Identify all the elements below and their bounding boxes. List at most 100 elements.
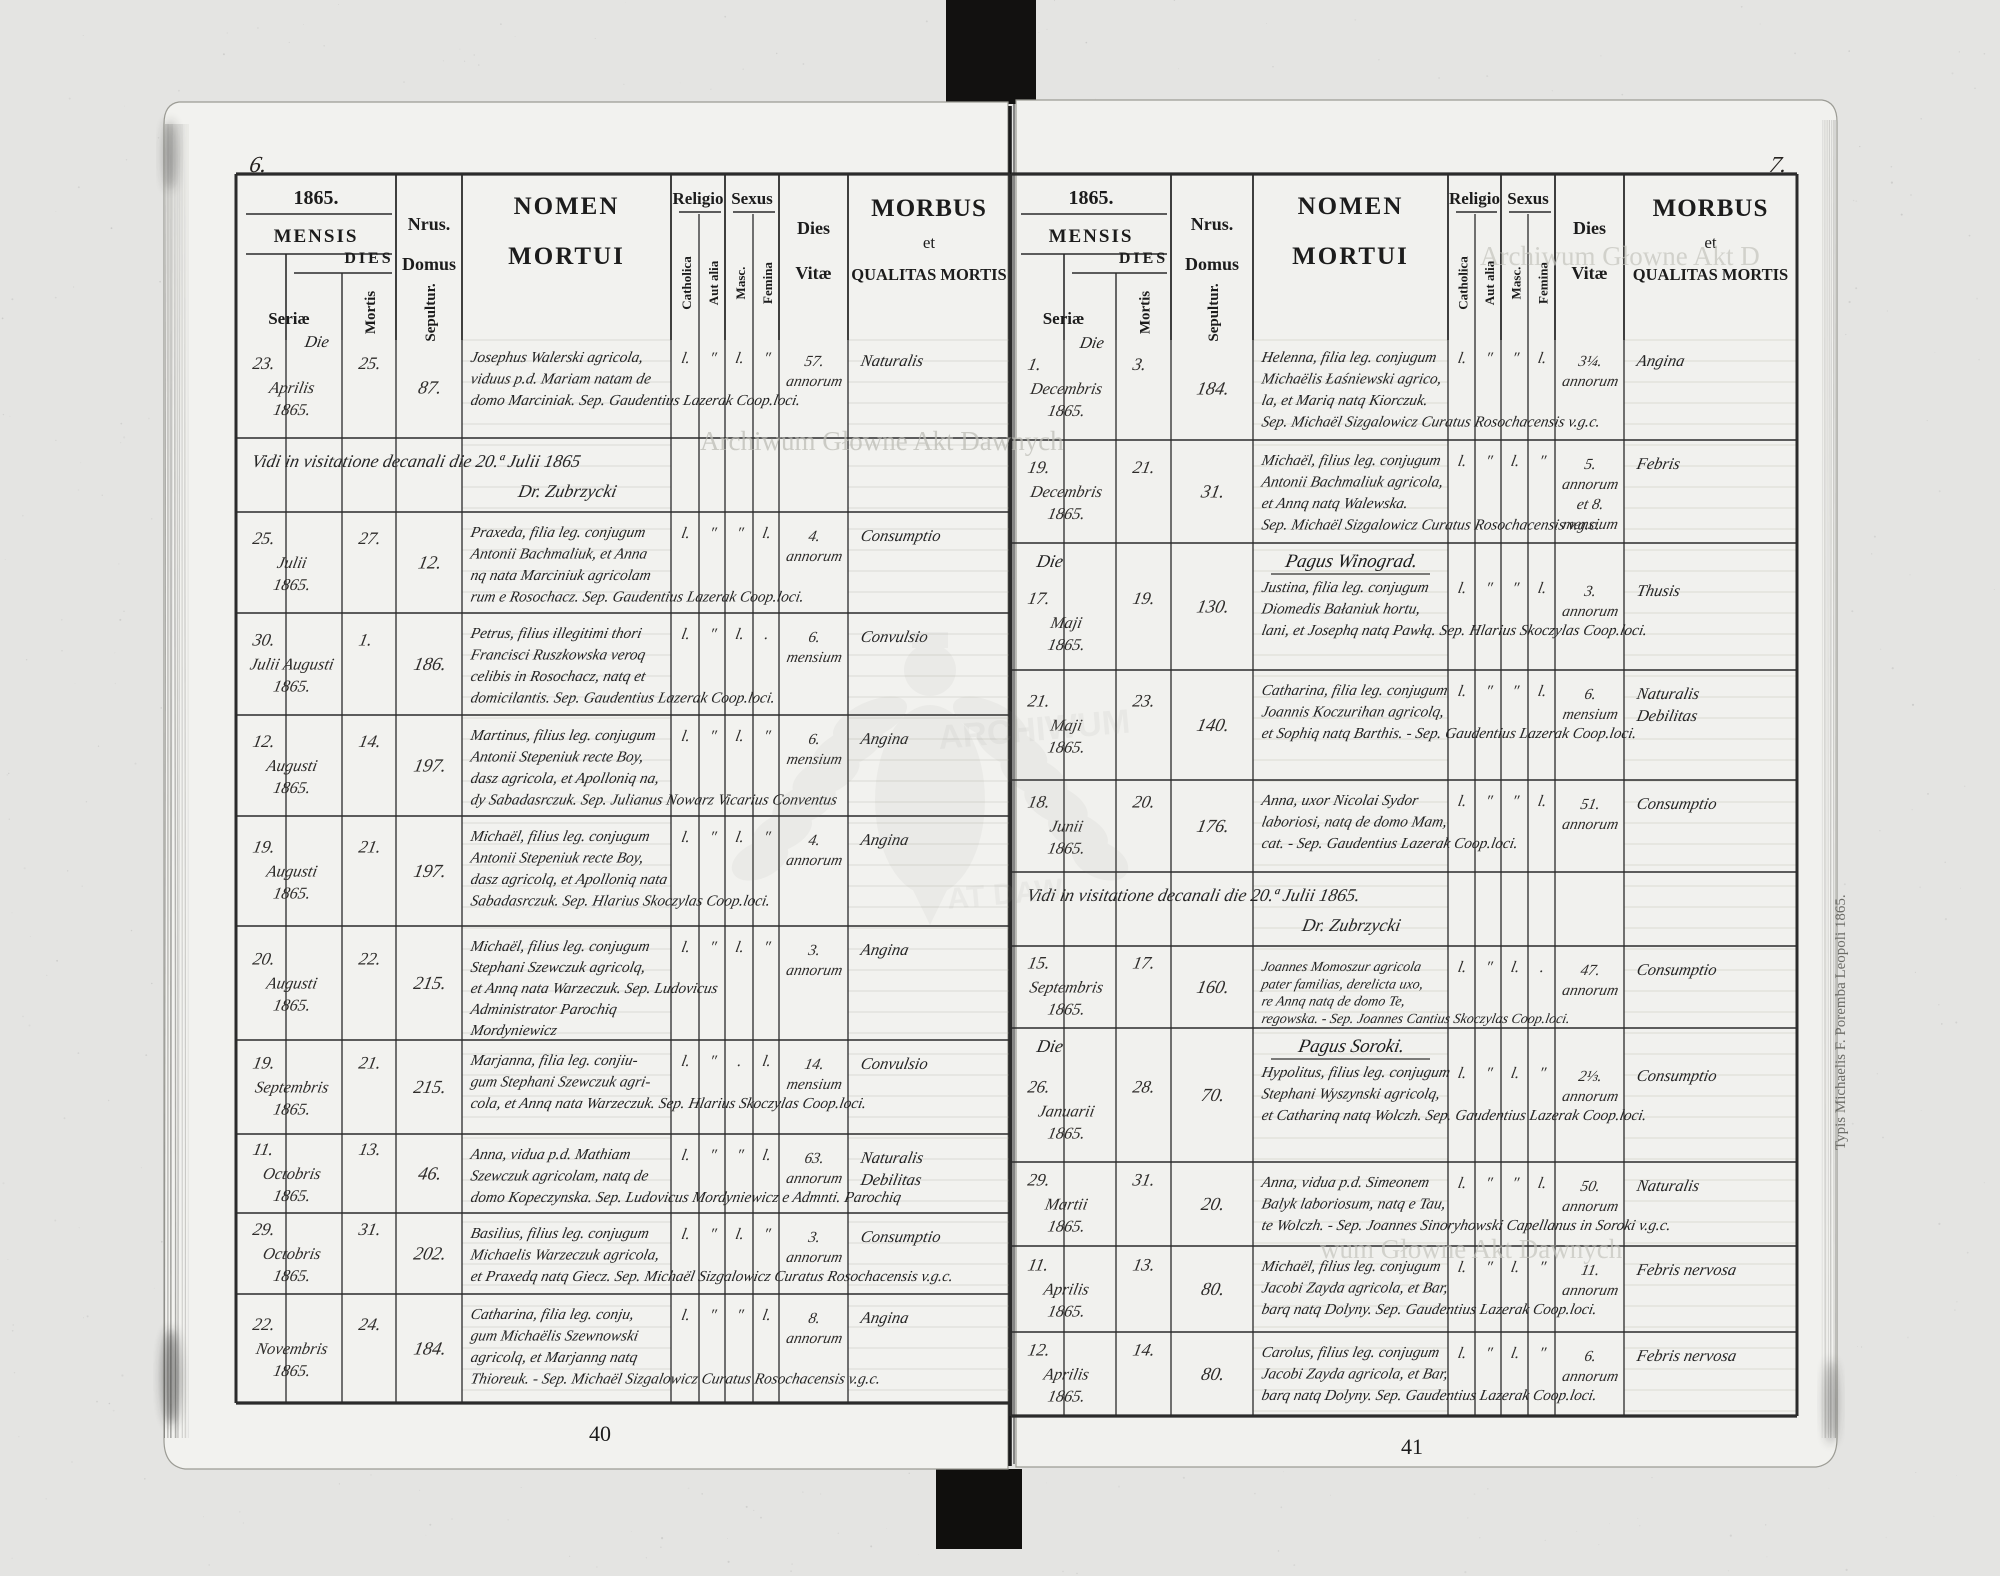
svg-text:Julii: Julii [276, 553, 309, 572]
svg-text:Michaël, filius leg. conjugum: Michaël, filius leg. conjugum [468, 828, 651, 845]
svg-text:annorum: annorum [785, 962, 844, 979]
svg-text:Praxeda, filia leg. conjugum: Praxeda, filia leg. conjugum [468, 524, 647, 541]
svg-text:Masc.: Masc. [733, 267, 748, 300]
svg-text:DIES: DIES [344, 250, 393, 267]
svg-text:MORTUI: MORTUI [1292, 243, 1409, 270]
svg-text:Maji: Maji [1048, 613, 1084, 632]
svg-text:21.: 21. [1131, 457, 1157, 477]
svg-text:Diomedis Bałaniuk hortu,: Diomedis Bałaniuk hortu, [1259, 601, 1422, 618]
svg-text:Josephus Walerski agricola,: Josephus Walerski agricola, [469, 349, 645, 366]
svg-text:annorum: annorum [1561, 982, 1620, 999]
svg-text:1865.: 1865. [1046, 1124, 1087, 1143]
svg-text:domicilantis. Sep. Gaudenti: domicilantis. Sep. Gaudentius Lazerak Co… [469, 690, 776, 707]
svg-text:Thioreuk. - Sep. Michaël Sizga: Thioreuk. - Sep. Michaël Sizgalowicz Cur… [469, 1371, 882, 1388]
svg-text:Archiwum Głowne Akt Dawnych: Archiwum Głowne Akt Dawnych [700, 426, 1064, 456]
svg-text:1865.: 1865. [272, 1100, 313, 1119]
svg-text:12.: 12. [416, 553, 443, 574]
svg-text:Debilitas: Debilitas [858, 1170, 923, 1189]
svg-text:22.: 22. [251, 1314, 277, 1334]
svg-text:19.: 19. [1026, 457, 1052, 477]
svg-text:annorum: annorum [1561, 373, 1620, 390]
svg-text:87.: 87. [416, 378, 443, 399]
svg-text:Consumptio: Consumptio [859, 1227, 942, 1246]
svg-text:Administrator Parochiq: Administrator Parochiq [468, 1001, 619, 1018]
svg-text:Femina: Femina [760, 262, 775, 304]
svg-text:Sep. Michaël Sizgalowicz Curat: Sep. Michaël Sizgalowicz Curatus Rosocha… [1260, 414, 1602, 431]
svg-text:Angina: Angina [858, 1308, 910, 1327]
svg-text:Antonii Stepeniuk recte Boy,: Antonii Stepeniuk recte Boy, [468, 749, 645, 766]
svg-text:202.: 202. [412, 1244, 448, 1265]
svg-text:annorum: annorum [1561, 603, 1620, 620]
svg-text:51.: 51. [1579, 796, 1602, 813]
svg-text:1865.: 1865. [294, 187, 339, 209]
svg-text:Stephani Wyszynski agricolq,: Stephani Wyszynski agricolq, [1260, 1086, 1442, 1103]
svg-text:1865.: 1865. [272, 1266, 313, 1285]
svg-text:Febris: Febris [1634, 454, 1682, 473]
svg-text:Antonii Bachmaliuk, et Anna: Antonii Bachmaliuk, et Anna [468, 546, 649, 563]
svg-text:Julii Augusti: Julii Augusti [248, 655, 336, 674]
svg-text:domo Marciniak. Sep. Gaudent: domo Marciniak. Sep. Gaudentius Lazerak … [469, 392, 802, 409]
svg-text:mensium: mensium [1561, 516, 1619, 533]
svg-text:3¼.: 3¼. [1576, 353, 1603, 370]
svg-text:1865.: 1865. [1046, 401, 1087, 420]
svg-text:Anna, vidua p.d. Mathiam: Anna, vidua p.d. Mathiam [468, 1146, 632, 1163]
svg-text:Aprilis: Aprilis [267, 378, 317, 397]
svg-text:annorum: annorum [785, 1330, 844, 1347]
svg-text:11.: 11. [1580, 1262, 1601, 1279]
svg-text:12.: 12. [1026, 1340, 1052, 1360]
svg-text:1865.: 1865. [272, 1186, 313, 1205]
svg-text:Septembris: Septembris [1028, 978, 1105, 997]
svg-text:Novembris: Novembris [254, 1339, 330, 1358]
svg-text:13.: 13. [1131, 1255, 1157, 1275]
svg-text:Vidi in visitatione decanali d: Vidi in visitatione decanali die 20.ª Ju… [1025, 885, 1362, 905]
svg-text:annorum: annorum [785, 548, 844, 565]
svg-text:domo Kopeczynska. Sep. Ludovic: domo Kopeczynska. Sep. Ludovicus Mordyni… [469, 1189, 903, 1206]
svg-text:Martinus, filius leg. conjugum: Martinus, filius leg. conjugum [468, 727, 657, 744]
svg-text:regowska. - Sep. Joannes Canti: regowska. - Sep. Joannes Cantius Skoczyl… [1260, 1011, 1571, 1027]
svg-text:et Praxedq natq Giecz. Sep. Mi: et Praxedq natq Giecz. Sep. Michaël Sizg… [469, 1268, 955, 1285]
svg-text:Febris nervosa: Febris nervosa [1634, 1346, 1738, 1365]
svg-text:25.: 25. [357, 353, 383, 373]
svg-text:11.: 11. [1026, 1255, 1050, 1275]
svg-text:laboriosi, natq de domo Mam,: laboriosi, natq de domo Mam, [1260, 814, 1449, 831]
svg-text:Naturalis: Naturalis [858, 351, 925, 370]
svg-text:31.: 31. [356, 1219, 383, 1239]
svg-text:184.: 184. [1195, 379, 1231, 400]
svg-text:50.: 50. [1579, 1178, 1602, 1195]
svg-text:160.: 160. [1195, 977, 1231, 998]
svg-text:Jacobi Zayda agricola, et Bar,: Jacobi Zayda agricola, et Bar, [1260, 1366, 1449, 1383]
svg-text:Stephani Szewczuk agricolq,: Stephani Szewczuk agricolq, [469, 959, 647, 976]
svg-text:80.: 80. [1199, 1364, 1226, 1385]
svg-text:Septembris: Septembris [254, 1078, 331, 1097]
svg-text:Archiwum Głowne Akt D: Archiwum Głowne Akt D [1480, 241, 1760, 271]
svg-text:Vitæ: Vitæ [795, 263, 831, 283]
svg-text:Aprilis: Aprilis [1041, 1280, 1091, 1299]
svg-text:Dies: Dies [797, 218, 830, 238]
svg-text:14.: 14. [803, 1056, 826, 1073]
svg-text:Octobris: Octobris [261, 1244, 322, 1263]
svg-text:MORBUS: MORBUS [871, 195, 987, 222]
svg-text:14.: 14. [357, 731, 383, 751]
svg-text:barq natq Dolyny. Sep. Gauden: barq natq Dolyny. Sep. Gaudentius Lazera… [1260, 1301, 1598, 1318]
svg-text:30.: 30. [250, 630, 277, 650]
svg-text:et Catharinq natq Wolczh. Sep.: et Catharinq natq Wolczh. Sep. Gaudentiu… [1260, 1107, 1648, 1124]
svg-text:Catholica: Catholica [679, 256, 694, 310]
svg-text:Augusti: Augusti [264, 756, 319, 775]
svg-text:annorum: annorum [785, 852, 844, 869]
svg-text:Decembris: Decembris [1028, 379, 1104, 398]
svg-text:1865.: 1865. [1046, 504, 1087, 523]
svg-text:NOMEN: NOMEN [514, 193, 620, 220]
svg-text:1865.: 1865. [1046, 1302, 1087, 1321]
svg-text:MORTUI: MORTUI [508, 243, 625, 270]
svg-text:Religio: Religio [673, 189, 724, 208]
svg-text:Mordyniewicz: Mordyniewicz [468, 1022, 558, 1039]
svg-text:22.: 22. [357, 949, 383, 969]
svg-text:DIES: DIES [1119, 250, 1168, 267]
svg-text:1865.: 1865. [272, 884, 313, 903]
svg-text:Balyk laboriosum, natq e Tau,: Balyk laboriosum, natq e Tau, [1260, 1196, 1447, 1213]
svg-text:24.: 24. [357, 1314, 383, 1334]
svg-text:184.: 184. [412, 1339, 448, 1360]
svg-text:annorum: annorum [1561, 1088, 1620, 1105]
svg-text:MENSIS: MENSIS [274, 226, 359, 247]
svg-text:viduus p.d. Mariam natam de: viduus p.d. Mariam natam de [469, 371, 653, 388]
